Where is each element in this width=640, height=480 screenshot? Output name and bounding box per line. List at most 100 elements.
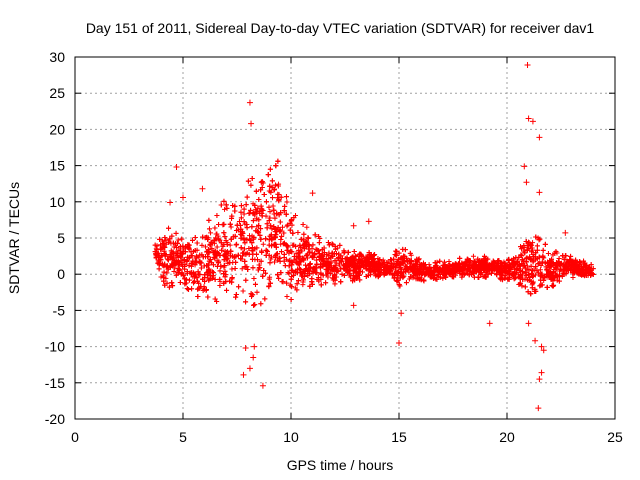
data-point	[229, 266, 235, 272]
data-point	[218, 202, 224, 208]
data-point	[214, 213, 220, 219]
data-point	[278, 237, 284, 243]
data-point	[195, 293, 201, 299]
data-point	[295, 229, 301, 235]
data-point	[550, 283, 556, 289]
data-point	[316, 240, 322, 246]
data-point	[248, 182, 254, 188]
data-point	[243, 277, 249, 283]
data-point	[277, 219, 283, 225]
data-point	[247, 236, 253, 242]
data-point	[186, 287, 192, 293]
data-points	[152, 61, 596, 412]
data-point	[556, 256, 562, 262]
data-point	[228, 224, 234, 230]
data-point	[227, 242, 233, 248]
data-point	[258, 236, 264, 242]
data-point	[542, 260, 548, 266]
data-point	[186, 263, 192, 269]
data-point	[537, 267, 543, 273]
data-point	[252, 302, 258, 308]
data-point	[266, 276, 272, 282]
data-point	[403, 280, 409, 286]
data-point	[290, 230, 296, 236]
data-point	[338, 279, 344, 285]
data-point	[184, 286, 190, 292]
data-point	[300, 221, 306, 227]
data-point	[542, 241, 548, 247]
data-point	[221, 198, 227, 204]
data-point	[295, 278, 301, 284]
data-point	[227, 221, 233, 227]
data-point	[233, 242, 239, 248]
data-point	[157, 236, 163, 242]
data-point	[251, 276, 257, 282]
data-point	[269, 178, 275, 184]
data-point	[256, 196, 262, 202]
data-point	[243, 299, 249, 305]
data-point	[446, 258, 452, 264]
data-point	[254, 257, 260, 263]
data-point	[241, 206, 247, 212]
data-point	[266, 242, 272, 248]
data-point	[410, 275, 416, 281]
data-point	[293, 243, 299, 249]
data-point	[269, 195, 275, 201]
data-point	[179, 236, 185, 242]
data-point	[192, 235, 198, 241]
data-point	[402, 247, 408, 253]
data-point	[239, 266, 245, 272]
data-point	[276, 275, 282, 281]
data-point	[267, 183, 273, 189]
data-point	[262, 296, 268, 302]
data-point	[279, 224, 285, 230]
data-point	[222, 206, 228, 212]
data-point	[393, 248, 399, 254]
data-point	[263, 252, 269, 258]
data-point	[304, 224, 310, 230]
data-point	[281, 251, 287, 257]
data-point	[223, 202, 229, 208]
data-point	[290, 242, 296, 248]
data-point	[437, 258, 443, 264]
data-point	[217, 276, 223, 282]
data-point	[287, 227, 293, 233]
data-point	[332, 258, 338, 264]
data-point	[537, 283, 543, 289]
data-point	[242, 258, 248, 264]
data-point	[254, 289, 260, 295]
data-point	[194, 240, 200, 246]
data-point	[263, 236, 269, 242]
data-point	[470, 253, 476, 259]
data-point	[288, 276, 294, 282]
data-point	[244, 194, 250, 200]
data-point	[203, 244, 209, 250]
data-point	[208, 230, 214, 236]
data-point	[279, 233, 285, 239]
data-point	[156, 266, 162, 272]
data-point	[570, 275, 576, 281]
data-point	[294, 281, 300, 287]
data-point	[221, 230, 227, 236]
data-point	[238, 203, 244, 209]
data-point	[457, 255, 463, 261]
data-point	[266, 204, 272, 210]
data-point	[296, 247, 302, 253]
data-point	[175, 237, 181, 243]
data-point	[471, 274, 477, 280]
data-point	[263, 199, 269, 205]
data-point	[288, 296, 294, 302]
data-point	[284, 223, 290, 229]
data-point	[190, 237, 196, 243]
data-point	[272, 259, 278, 265]
data-point	[224, 287, 230, 293]
data-point	[245, 178, 251, 184]
data-point	[206, 226, 212, 232]
data-point	[357, 277, 363, 283]
data-point	[534, 243, 540, 249]
data-point	[284, 293, 290, 299]
data-point	[250, 265, 256, 271]
data-point	[240, 288, 246, 294]
data-point	[212, 225, 218, 231]
